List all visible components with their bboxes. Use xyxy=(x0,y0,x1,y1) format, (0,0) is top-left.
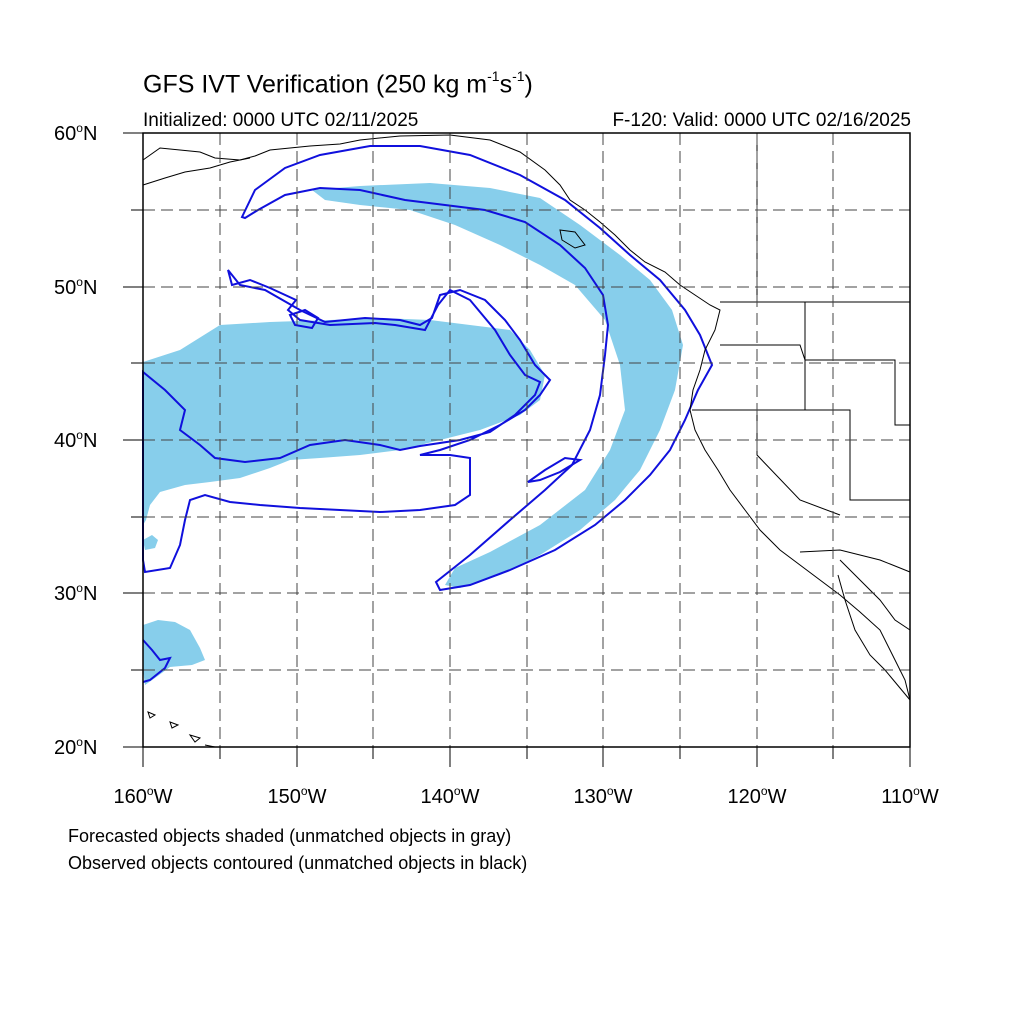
observed-object-inner-loop xyxy=(288,308,320,330)
forecast-objects xyxy=(143,183,683,685)
lon-label-150w: 150oW xyxy=(267,784,327,808)
tick-marks xyxy=(123,132,911,767)
observed-objects xyxy=(142,145,714,683)
forecast-object-main xyxy=(312,183,683,588)
observed-object-southwest xyxy=(142,639,172,683)
grid xyxy=(143,133,910,747)
valid-time-label: F-120: Valid: 0000 UTC 02/16/2025 xyxy=(612,110,911,131)
coastline-gulf-california xyxy=(839,559,911,631)
islands-hawaii xyxy=(147,711,216,748)
lon-label-120w: 120oW xyxy=(727,784,787,808)
coastline-north-america xyxy=(142,134,911,701)
observed-object-small-tail xyxy=(527,456,583,483)
init-time-label: Initialized: 0000 UTC 02/11/2025 xyxy=(143,110,419,131)
lon-label-160w: 160oW xyxy=(113,784,173,808)
coastlines xyxy=(142,133,911,748)
lat-label-60n: 60oN xyxy=(54,121,98,145)
coastline-baja xyxy=(837,574,911,701)
chart-title: GFS IVT Verification (250 kg m-1s-1) xyxy=(143,68,533,99)
caption-forecast: Forecasted objects shaded (unmatched obj… xyxy=(68,826,512,846)
islands-vancouver xyxy=(559,229,586,249)
lat-label-20n: 20oN xyxy=(54,735,98,759)
observed-object-west xyxy=(142,269,552,574)
coastline-alaska xyxy=(142,157,251,186)
forecast-object-southwest xyxy=(143,620,205,685)
lat-label-30n: 30oN xyxy=(54,581,98,605)
border-mexico xyxy=(799,549,911,573)
lat-label-50n: 50oN xyxy=(54,275,98,299)
state-borders xyxy=(692,133,910,516)
lon-label-130w: 130oW xyxy=(573,784,633,808)
lon-label-140w: 140oW xyxy=(420,784,480,808)
observed-object-arc xyxy=(240,145,714,592)
lat-label-40n: 40oN xyxy=(54,428,98,452)
caption-observed: Observed objects contoured (unmatched ob… xyxy=(68,853,528,873)
forecast-object-coast-ring xyxy=(143,535,158,550)
forecast-object-west xyxy=(143,318,545,525)
lon-label-110w: 110oW xyxy=(881,784,939,808)
